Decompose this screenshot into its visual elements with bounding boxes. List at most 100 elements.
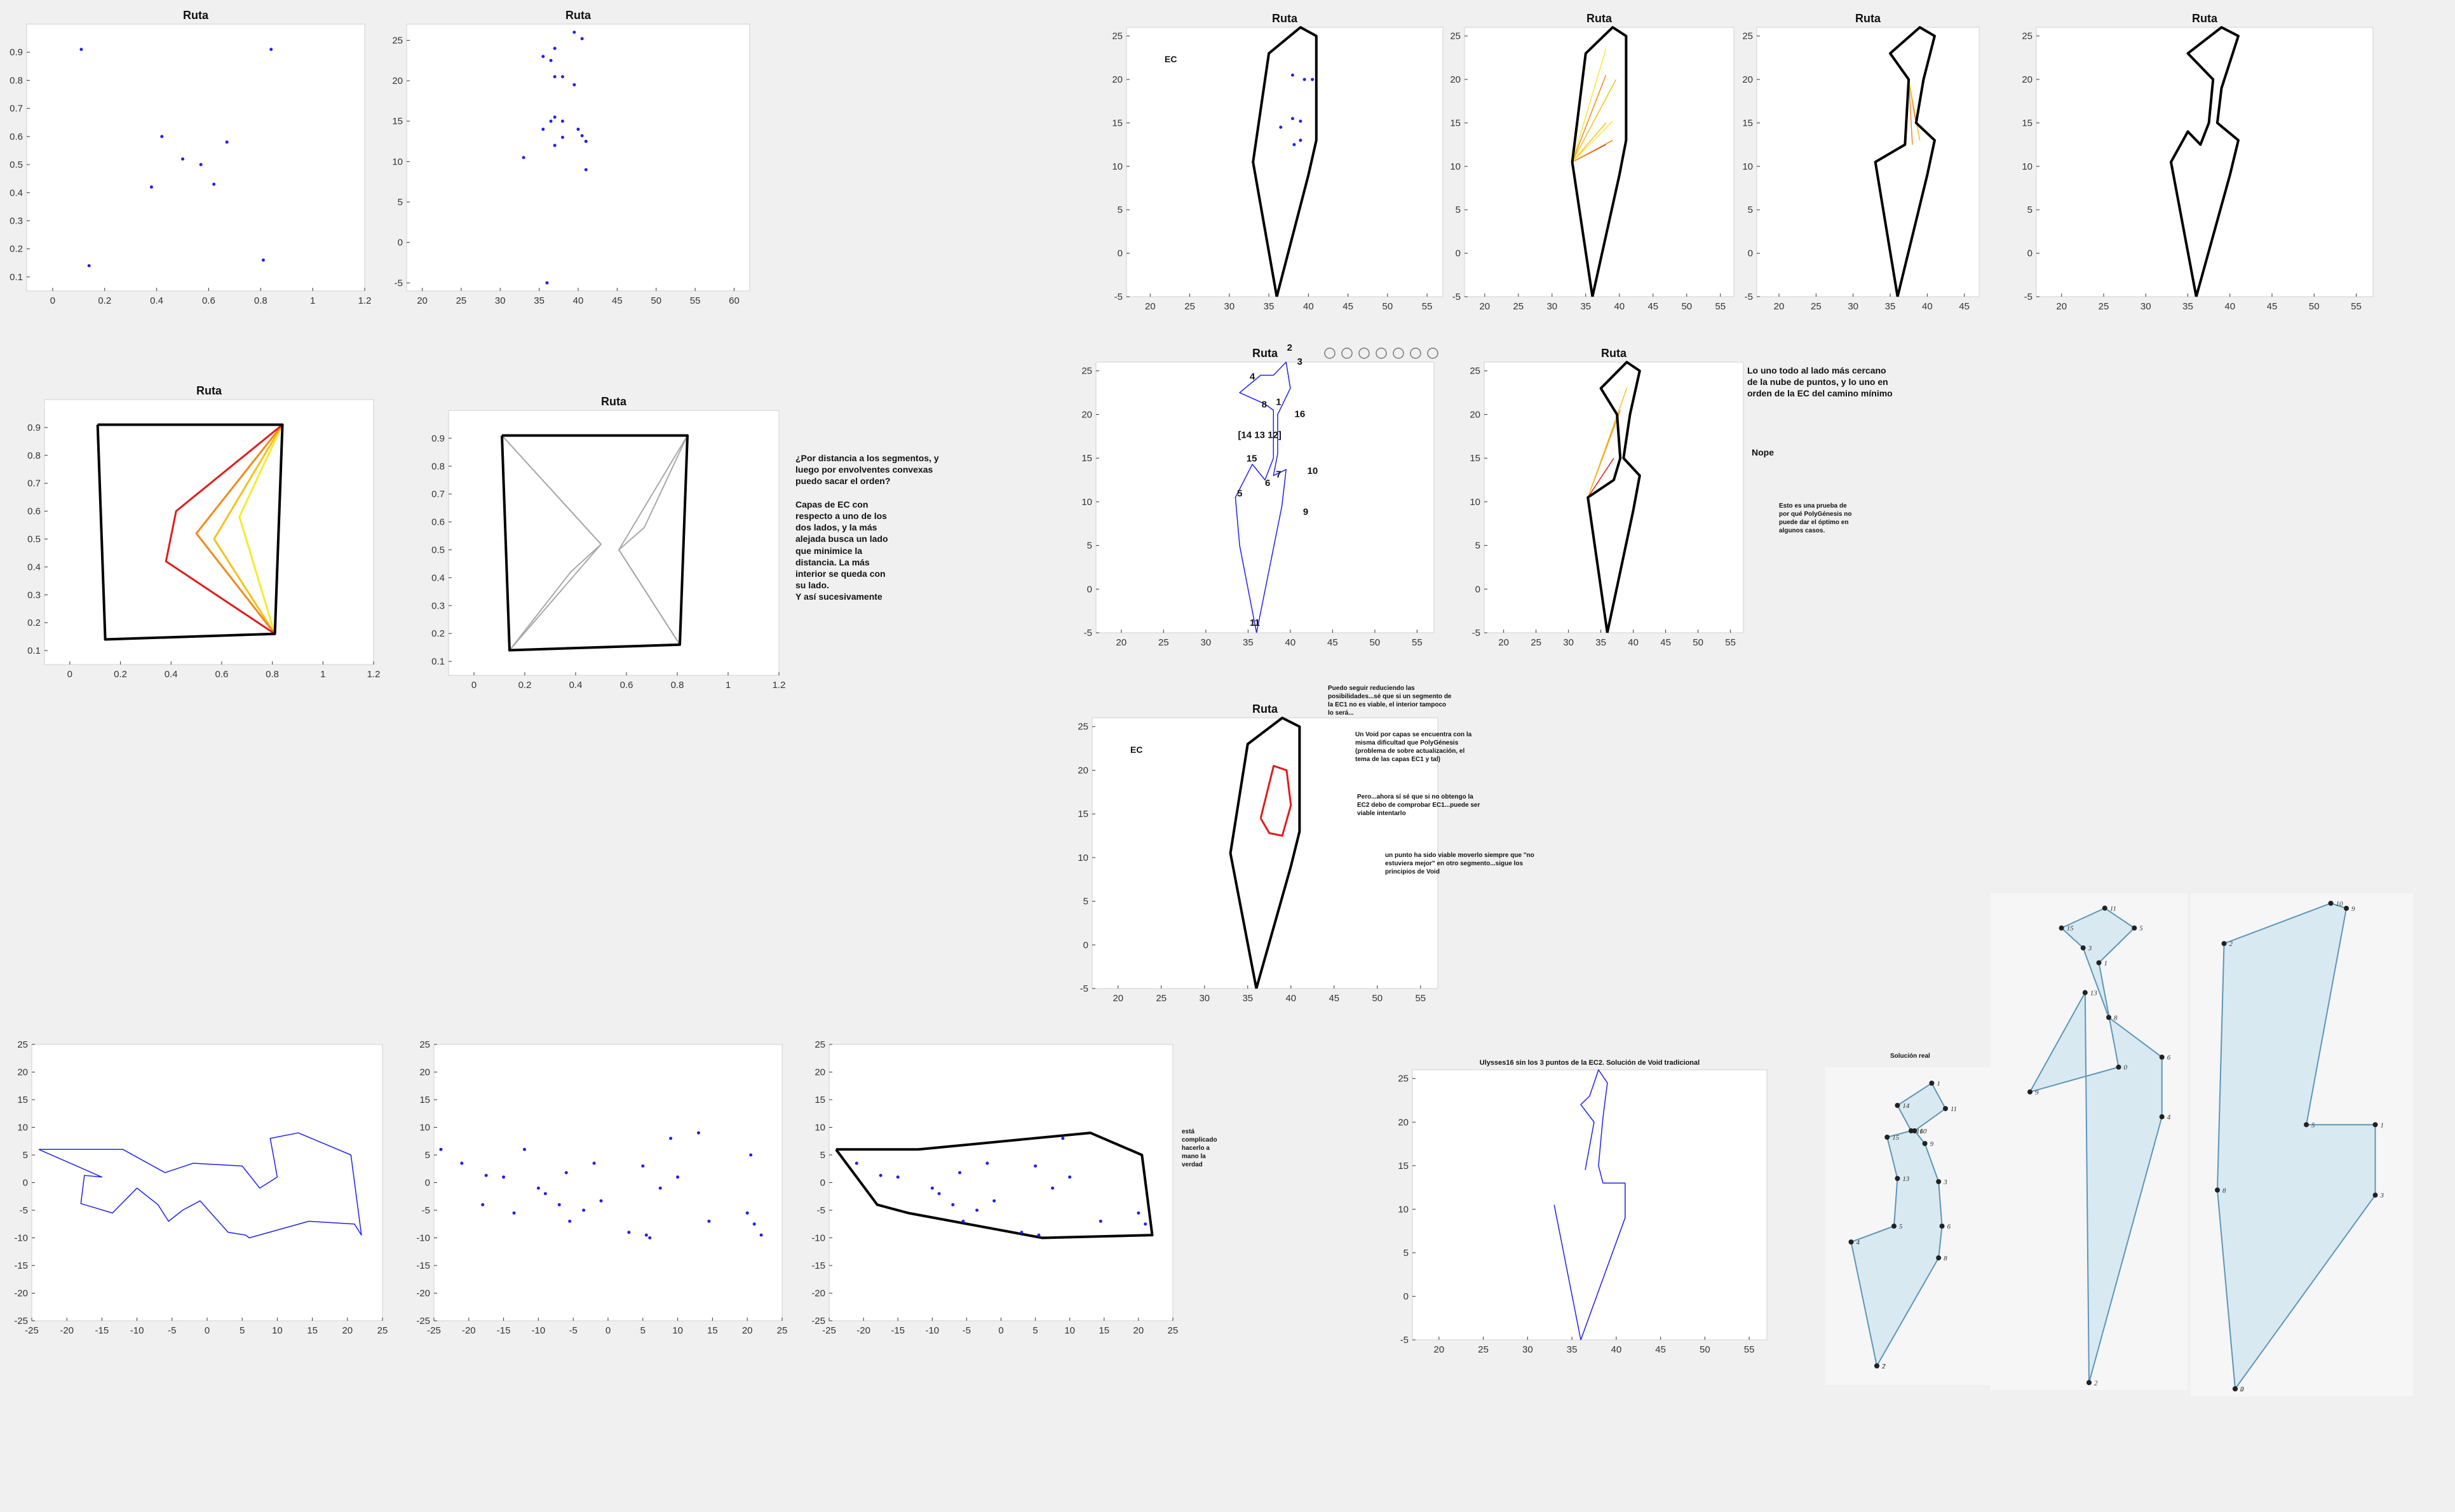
data-point — [1068, 1175, 1071, 1178]
x-tick-label: 20 — [1498, 637, 1509, 648]
x-tick-label: 20 — [1116, 637, 1127, 648]
y-tick-label: 0.8 — [27, 450, 41, 461]
y-tick-label: 15 — [1742, 118, 1753, 128]
shaded-solution-3: 2315910280 — [2191, 893, 2413, 1396]
x-tick-label: -10 — [532, 1325, 546, 1336]
data-point — [572, 83, 576, 86]
y-tick-label: -5 — [1084, 628, 1092, 638]
y-tick-label: 20 — [1450, 74, 1461, 85]
y-tick-label: 0 — [1403, 1291, 1409, 1302]
y-tick-label: -25 — [416, 1316, 430, 1326]
data-point — [1303, 78, 1306, 81]
data-point — [568, 1220, 571, 1223]
x-tick-label: 30 — [1201, 637, 1212, 648]
data-point — [961, 1220, 964, 1223]
data-point — [558, 1203, 561, 1206]
chart-title: Ruta — [601, 395, 627, 408]
node-label: [14 13 12] — [1238, 430, 1281, 441]
vertex-point — [2160, 1055, 2165, 1060]
vertex-label: 4 — [1856, 1239, 1860, 1246]
zoom-out-icon — [1410, 348, 1421, 358]
x-tick-label: 0.8 — [671, 680, 684, 691]
x-tick-label: 35 — [1567, 1344, 1578, 1355]
plot-area — [829, 1044, 1173, 1321]
plot-area — [1757, 27, 1979, 297]
note-complicated: está complicado hacerlo a mano la verdad — [1182, 1128, 1233, 1169]
data-point — [1144, 1222, 1147, 1225]
data-point — [760, 1234, 763, 1237]
data-point — [1038, 1234, 1041, 1237]
vertex-point — [1929, 1081, 1934, 1086]
plot-area — [1126, 27, 1443, 297]
x-tick-label: 5 — [1032, 1325, 1038, 1336]
vertex-label: 3 — [2088, 945, 2092, 952]
x-tick-label: 25 — [1168, 1325, 1179, 1336]
y-tick-label: 0.7 — [431, 489, 445, 500]
data-point — [585, 168, 588, 172]
vertex-label: 8 — [2222, 1187, 2226, 1194]
data-point — [581, 134, 584, 137]
data-point — [561, 119, 564, 123]
vertex-point — [2086, 1380, 2092, 1385]
y-tick-label: 25 — [1470, 366, 1480, 377]
x-tick-label: 25 — [1478, 1344, 1489, 1355]
y-tick-label: 10 — [392, 156, 403, 167]
y-tick-label: 5 — [2027, 205, 2032, 215]
data-point — [1292, 143, 1295, 146]
y-tick-label: 10 — [1112, 161, 1123, 172]
y-tick-label: 15 — [1470, 453, 1480, 464]
note-void-principles: un punto ha sido viable moverlo siempre … — [1385, 851, 1569, 876]
vertex-point — [2373, 1192, 2378, 1198]
chart-title: Ulysses16 sin los 3 puntos de la EC2. So… — [1480, 1059, 1700, 1067]
y-tick-label: 15 — [815, 1095, 825, 1105]
y-tick-label: 0.3 — [10, 215, 23, 226]
y-tick-label: 15 — [419, 1095, 430, 1105]
data-point — [513, 1212, 516, 1215]
data-point — [753, 1222, 756, 1225]
y-tick-label: -5 — [1400, 1335, 1409, 1346]
data-point — [879, 1174, 883, 1177]
y-tick-label: 0.1 — [10, 272, 23, 283]
home-icon-shape — [1428, 348, 1438, 358]
x-tick-label: -5 — [168, 1325, 176, 1336]
data-point — [460, 1162, 463, 1165]
y-tick-label: 10 — [1450, 161, 1461, 172]
y-tick-label: 0.7 — [10, 104, 23, 114]
vertex-label: 1 — [2381, 1121, 2384, 1129]
vertex-point — [2329, 901, 2334, 906]
x-tick-label: 0.4 — [150, 295, 163, 306]
brush-icon — [1325, 348, 1335, 358]
vertex-point — [1874, 1363, 1879, 1368]
data-point — [645, 1234, 648, 1237]
plot-area — [2036, 27, 2373, 297]
y-tick-label: 0 — [1083, 940, 1088, 950]
x-tick-label: 25 — [1158, 637, 1169, 648]
x-tick-label: 25 — [377, 1325, 388, 1336]
note-check-ec1: Pero...ahora sí sé que si no obtengo la … — [1357, 793, 1522, 818]
vertex-label: 6 — [1947, 1223, 1951, 1231]
chart-7: Ruta 0 0.2 0.4 0.6 0.8 1 1.2 0.1 0.2 0.3 0.4 0.5 0.6 0… — [431, 395, 785, 691]
y-tick-label: -15 — [811, 1260, 825, 1271]
x-tick-label: 0.2 — [114, 669, 127, 680]
y-tick-label: 0.5 — [431, 544, 445, 555]
y-tick-label: 10 — [1078, 853, 1088, 863]
x-tick-label: 25 — [1531, 637, 1541, 648]
x-tick-label: -5 — [569, 1325, 578, 1336]
vertex-label: 3 — [2380, 1192, 2384, 1199]
data-point — [600, 1199, 603, 1203]
x-tick-label: 0.8 — [254, 295, 267, 306]
y-tick-label: 0.3 — [431, 600, 445, 611]
x-tick-label: 55 — [1715, 301, 1726, 312]
chart-8: Ruta20 25 30 35 40 45 50 55-505101520252348 116[… — [1081, 342, 1434, 648]
x-tick-label: -15 — [891, 1325, 905, 1336]
data-point — [545, 281, 548, 285]
y-tick-label: 20 — [1398, 1117, 1409, 1128]
y-tick-label: 25 — [17, 1039, 28, 1050]
data-point — [593, 1162, 596, 1165]
data-point — [958, 1171, 961, 1174]
y-tick-label: 5 — [1083, 896, 1088, 907]
plot-area — [27, 24, 365, 291]
data-point — [746, 1212, 749, 1215]
x-tick-label: 25 — [1184, 301, 1195, 312]
vertex-label: 7 — [1882, 1363, 1886, 1370]
